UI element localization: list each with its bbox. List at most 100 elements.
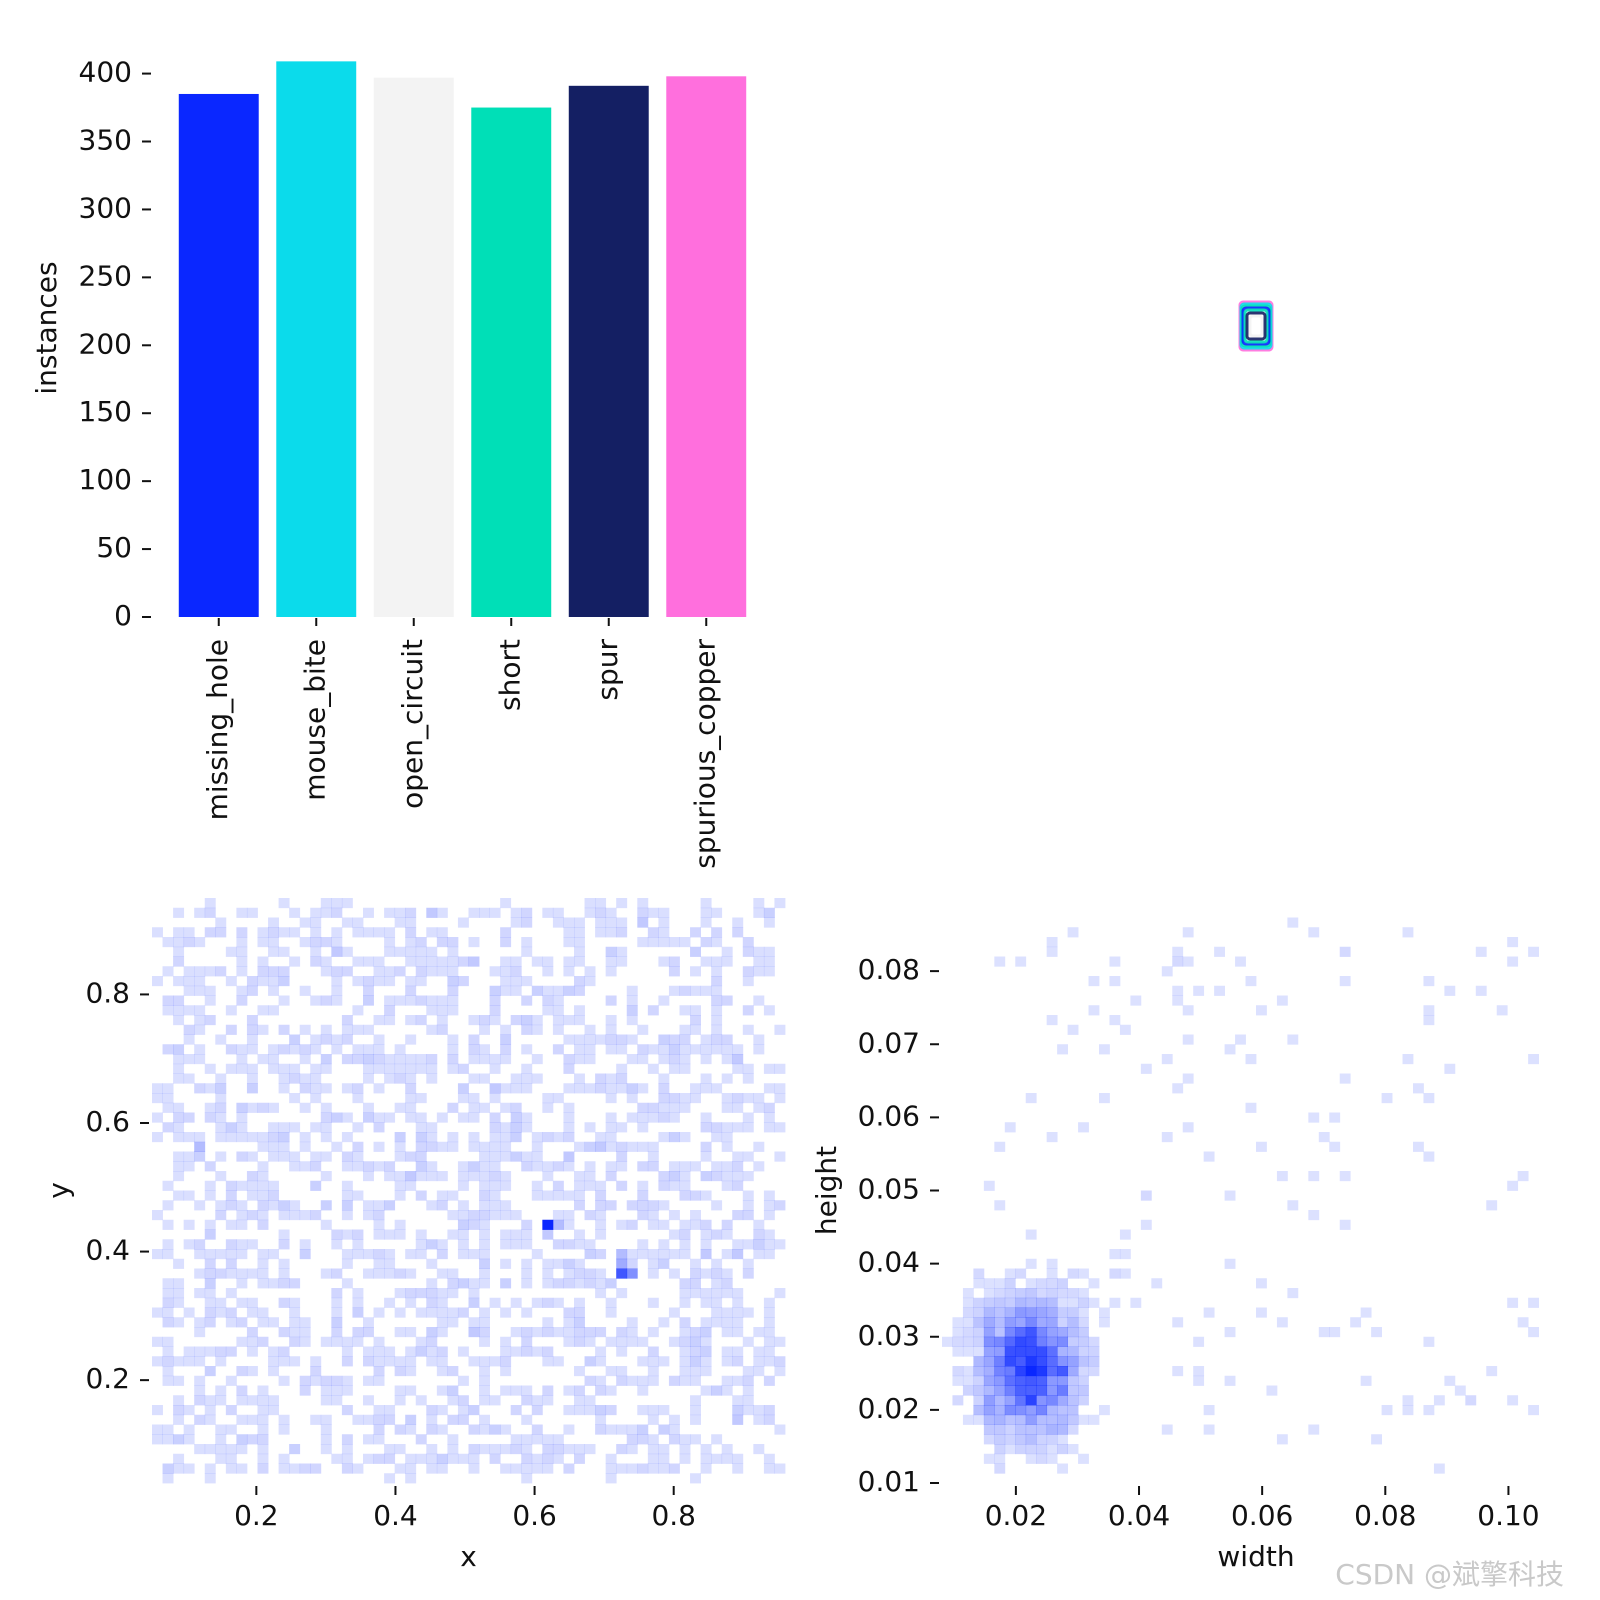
heatmap-cell	[152, 1210, 163, 1221]
heatmap-cell	[763, 1112, 775, 1123]
heatmap-cell	[563, 1317, 575, 1328]
heatmap-cell	[531, 1141, 543, 1152]
heatmap-cell	[162, 1278, 174, 1289]
heatmap-cell	[310, 1122, 322, 1133]
heatmap-cell	[690, 1356, 701, 1367]
heatmap-cell	[584, 1210, 596, 1221]
heatmap-cell	[637, 1141, 649, 1152]
heatmap-cell	[1036, 1317, 1048, 1328]
heatmap-cell	[1036, 1444, 1048, 1455]
heatmap-cell	[236, 907, 248, 918]
heatmap-cell	[690, 1434, 701, 1445]
heatmap-cell	[679, 1444, 691, 1455]
heatmap-cell	[457, 1414, 469, 1425]
heatmap-cell	[742, 1171, 754, 1182]
heatmap-cell	[605, 1141, 617, 1152]
heatmap-cell	[415, 1122, 427, 1133]
heatmap-cell	[183, 1073, 195, 1084]
heatmap-cell	[320, 1024, 332, 1035]
heatmap-cell	[521, 1258, 533, 1269]
heatmap-cell	[584, 1405, 596, 1416]
heatmap-cell	[732, 1395, 744, 1406]
heatmap-cell	[394, 1044, 406, 1055]
heatmap-cell	[183, 1434, 195, 1445]
heatmap-cell	[204, 1161, 216, 1172]
heatmap-cell	[152, 1249, 163, 1260]
heatmap-cell	[426, 1200, 438, 1211]
heatmap-cell	[289, 1151, 301, 1162]
heatmap-cell	[278, 927, 290, 938]
heatmap-cell	[574, 1141, 585, 1152]
heatmap-cell	[500, 1141, 512, 1152]
heatmap-cell	[320, 1102, 332, 1113]
heatmap-cell	[521, 1278, 533, 1289]
heatmap-cell	[605, 995, 617, 1006]
heatmap-cell	[447, 1054, 459, 1065]
bar-open-circuit	[373, 77, 454, 618]
heatmap-cell	[1172, 1317, 1184, 1328]
heatmap-cell	[711, 1385, 723, 1396]
heatmap-cell	[637, 1210, 649, 1221]
heatmap-cell	[331, 966, 343, 977]
heatmap-cell	[289, 1200, 301, 1211]
heatmap-cell	[1099, 1044, 1110, 1055]
heatmap-cell	[616, 1151, 628, 1162]
heatmap-cell	[563, 1112, 575, 1123]
heatmap-cell	[679, 1180, 691, 1191]
heatmap-cell	[436, 1317, 448, 1328]
heatmap-cell	[447, 976, 459, 987]
heatmap-cell	[690, 946, 701, 957]
heatmap-cell	[500, 966, 512, 977]
heatmap-cell	[204, 1083, 216, 1094]
heatmap-cell	[173, 1073, 185, 1084]
heatmap-cell	[426, 1297, 438, 1308]
heatmap-cell	[994, 1453, 1006, 1464]
heatmap-cell	[268, 1190, 279, 1201]
heatmap-cell	[616, 1288, 628, 1299]
heatmap-cell	[426, 995, 438, 1006]
heatmap-cell	[1339, 1073, 1351, 1084]
heatmap-cell	[763, 1317, 775, 1328]
heatmap-cell	[405, 1112, 417, 1123]
heatmap-cell	[542, 1327, 554, 1338]
heatmap-cell	[1339, 1171, 1351, 1182]
heatmap-cell	[457, 1453, 469, 1464]
heatmap-cell	[1067, 1405, 1079, 1416]
heatmap-cell	[173, 927, 185, 938]
heatmap-cell	[1078, 1288, 1089, 1299]
heatmap-cell	[415, 1063, 427, 1074]
y-tick-label: 0.2	[85, 1362, 130, 1395]
heatmap-cell	[257, 1434, 269, 1445]
heatmap-cell	[1287, 1200, 1299, 1211]
heatmap-cell	[542, 1219, 554, 1230]
heatmap-cell	[563, 1151, 575, 1162]
heatmap-cell	[1004, 1346, 1016, 1357]
heatmap-cell	[236, 966, 248, 977]
heatmap-cell	[183, 1112, 195, 1123]
heatmap-cell	[447, 1453, 459, 1464]
heatmap-cell	[679, 1034, 691, 1045]
heatmap-cell	[1004, 1385, 1016, 1396]
heatmap-cell	[1371, 1327, 1382, 1338]
heatmap-cell	[352, 1161, 364, 1172]
heatmap-cell	[763, 1190, 775, 1201]
heatmap-cell	[700, 1083, 712, 1094]
heatmap-cell	[711, 1288, 723, 1299]
heatmap-cell	[732, 1102, 744, 1113]
heatmap-cell	[700, 898, 712, 909]
heatmap-cell	[732, 1414, 744, 1425]
heatmap-cell	[721, 1385, 733, 1396]
heatmap-cell	[341, 1132, 353, 1143]
heatmap-cell	[278, 898, 290, 909]
heatmap-cell	[415, 1434, 427, 1445]
heatmap-cell	[373, 1063, 385, 1074]
heatmap-cell	[690, 1005, 701, 1016]
heatmap-cell	[194, 1015, 206, 1026]
heatmap-cell	[721, 1219, 733, 1230]
heatmap-cell	[278, 1073, 290, 1084]
heatmap-cell	[542, 1102, 554, 1113]
heatmap-cell	[373, 1210, 385, 1221]
heatmap-cell	[679, 937, 691, 948]
x-tick-label: 0.6	[512, 1499, 557, 1532]
heatmap-cell	[574, 1239, 585, 1250]
